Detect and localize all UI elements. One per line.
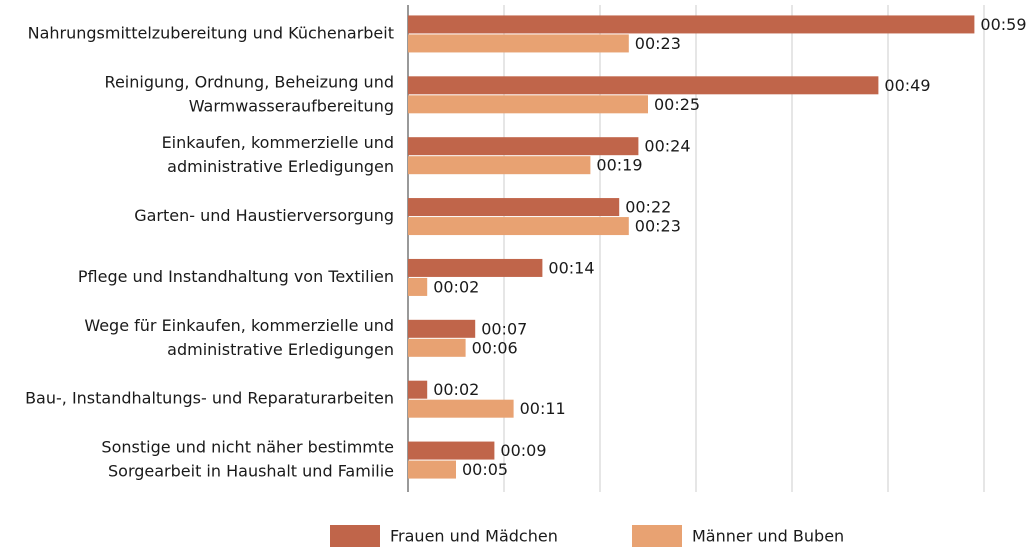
category-label-line: Nahrungsmittelzubereitung und Küchenarbe…: [28, 23, 394, 42]
bar: [408, 95, 648, 114]
category-label: Wege für Einkaufen, kommerzielle und admi…: [84, 315, 394, 358]
category-label: Bau-, Instandhaltungs- und Reparaturarbe…: [25, 388, 394, 407]
bar: [408, 15, 975, 34]
category-label-line: Pflege und Instandhaltung von Textilien: [78, 266, 394, 285]
value-label: 00:23: [635, 34, 681, 53]
category-label-line: Reinigung, Ordnung, Beheizung und: [105, 72, 394, 91]
category-label-line: Einkaufen, kommerzielle und: [162, 133, 394, 152]
bar: [408, 76, 879, 95]
value-label: 00:02: [433, 277, 479, 296]
bar: [408, 338, 466, 357]
category-label-line: administrative Erledigungen: [167, 339, 394, 358]
bar: [408, 399, 514, 418]
bar: [408, 380, 428, 399]
category-label-line: Garten- und Haustierversorgung: [134, 206, 394, 225]
bar: [408, 34, 629, 53]
value-label: 00:19: [596, 156, 642, 175]
category-label: Reinigung, Ordnung, Beheizung und Warmwas…: [105, 72, 394, 115]
bar: [408, 460, 456, 479]
category-label: Einkaufen, kommerzielle und administrativ…: [162, 133, 394, 176]
value-label: 00:24: [644, 137, 690, 156]
value-label: 00:22: [625, 198, 671, 217]
bar: [408, 156, 591, 175]
bar: [408, 198, 620, 217]
category-label: Garten- und Haustierversorgung: [134, 206, 394, 225]
value-label: 00:25: [654, 95, 700, 114]
category-label-line: administrative Erledigungen: [167, 157, 394, 176]
bar: [408, 319, 476, 338]
value-label: 00:14: [548, 258, 594, 277]
value-label: 00:09: [500, 441, 546, 460]
bar: [408, 137, 639, 156]
value-label: 00:49: [884, 76, 930, 95]
bar: [408, 277, 428, 296]
value-label: 00:05: [462, 460, 508, 479]
category-label: Pflege und Instandhaltung von Textilien: [78, 266, 394, 285]
value-label: 00:06: [472, 338, 518, 357]
legend-label: Männer und Buben: [692, 527, 844, 546]
legend-swatch: [632, 525, 682, 547]
category-label-line: Sorgearbeit in Haushalt und Familie: [108, 461, 394, 480]
category-label: Sonstige und nicht näher bestimmte Sorgea…: [101, 437, 394, 480]
bar: [408, 258, 543, 277]
value-label: 00:11: [520, 399, 566, 418]
legend-swatch: [330, 525, 380, 547]
legend-label: Frauen und Mädchen: [390, 527, 558, 546]
category-label-line: Warmwasseraufbereitung: [189, 96, 394, 115]
bar: [408, 217, 629, 236]
bar: [408, 441, 495, 460]
value-label: 00:59: [980, 15, 1026, 34]
value-label: 00:23: [635, 217, 681, 236]
category-label-line: Bau-, Instandhaltungs- und Reparaturarbe…: [25, 388, 394, 407]
value-label: 00:02: [433, 380, 479, 399]
category-label: Nahrungsmittelzubereitung und Küchenarbe…: [28, 23, 394, 42]
category-label-line: Wege für Einkaufen, kommerzielle und: [84, 315, 394, 334]
category-label-line: Sonstige und nicht näher bestimmte: [101, 437, 394, 456]
value-label: 00:07: [481, 319, 527, 338]
